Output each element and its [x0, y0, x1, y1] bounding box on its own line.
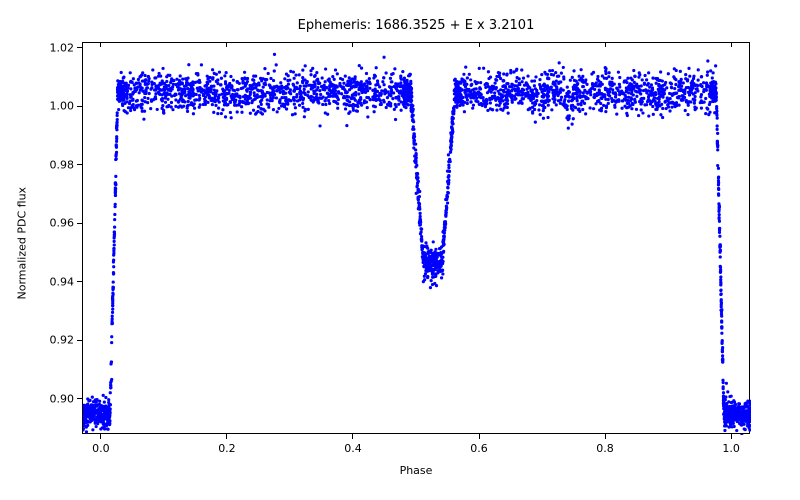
chart-title: Ephemeris: 1686.3525 + E x 3.2101 [82, 18, 750, 33]
plot-area [82, 42, 750, 434]
y-tick-mark [77, 340, 82, 341]
x-tick-mark [731, 434, 732, 439]
x-tick-label: 0.6 [470, 442, 488, 455]
x-tick-mark [352, 42, 353, 47]
y-tick-mark [77, 281, 82, 282]
y-tick-label: 0.94 [42, 275, 74, 288]
y-tick-mark [77, 223, 82, 224]
x-tick-label: 1.0 [722, 442, 740, 455]
figure: Ephemeris: 1686.3525 + E x 3.2101 Phase … [0, 0, 800, 500]
x-tick-mark [479, 42, 480, 47]
x-tick-mark [605, 434, 606, 439]
y-tick-mark [77, 398, 82, 399]
scatter-points [83, 43, 751, 435]
x-tick-label: 0.0 [92, 442, 110, 455]
y-tick-label: 0.96 [42, 217, 74, 230]
y-tick-label: 1.00 [42, 100, 74, 113]
y-tick-mark [77, 106, 82, 107]
y-tick-label: 0.98 [42, 158, 74, 171]
x-tick-mark [731, 42, 732, 47]
x-tick-label: 0.8 [596, 442, 614, 455]
x-tick-mark [226, 42, 227, 47]
x-tick-mark [226, 434, 227, 439]
x-tick-mark [100, 434, 101, 439]
y-tick-label: 1.02 [42, 41, 74, 54]
x-axis-label: Phase [82, 464, 750, 477]
x-tick-mark [479, 434, 480, 439]
x-tick-mark [100, 42, 101, 47]
x-tick-mark [605, 42, 606, 47]
y-tick-label: 0.90 [42, 392, 74, 405]
x-tick-label: 0.4 [344, 442, 362, 455]
y-tick-mark [77, 164, 82, 165]
x-tick-mark [352, 434, 353, 439]
y-tick-mark [77, 47, 82, 48]
x-tick-label: 0.2 [218, 442, 236, 455]
y-tick-label: 0.92 [42, 334, 74, 347]
